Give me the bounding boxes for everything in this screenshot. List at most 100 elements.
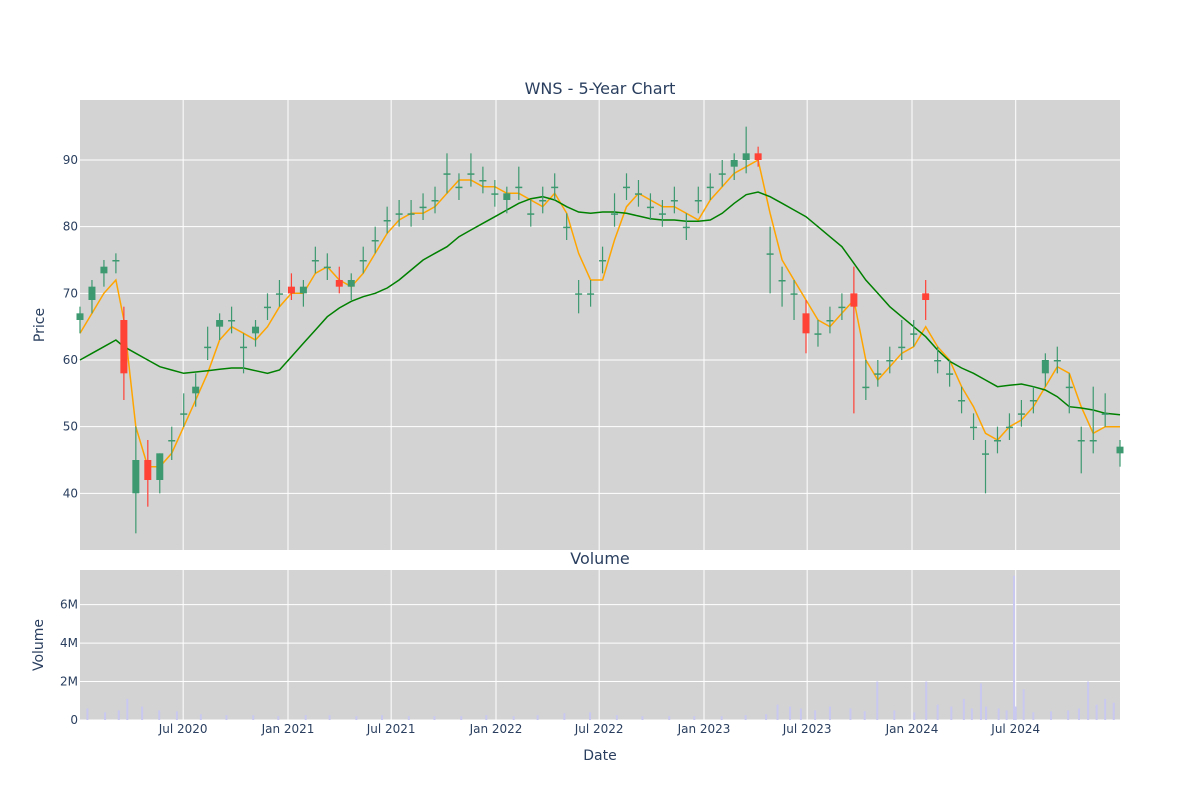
candlestick xyxy=(467,153,475,187)
candlestick xyxy=(898,320,906,360)
price-chart-title: WNS - 5-Year Chart xyxy=(525,79,676,98)
candlestick xyxy=(252,320,260,347)
volume-y-axis-label: Volume xyxy=(31,619,47,671)
candlestick xyxy=(575,280,583,314)
volume-bar xyxy=(979,683,982,720)
x-axis-label: Date xyxy=(583,748,616,764)
candle-body xyxy=(335,280,343,287)
candlestick xyxy=(694,186,702,214)
candle-body xyxy=(1101,413,1109,415)
candle-body xyxy=(120,320,128,374)
candlestick xyxy=(922,280,930,320)
candlestick xyxy=(1077,426,1085,474)
candlestick xyxy=(263,293,271,320)
short-moving-average-line xyxy=(79,158,1120,468)
volume-bar xyxy=(814,710,817,720)
volume-bar xyxy=(1050,711,1053,720)
candle-body xyxy=(1053,360,1061,362)
volume-y-tick-label: 2M xyxy=(60,675,78,689)
candle-body xyxy=(622,186,630,189)
candle-body xyxy=(850,293,858,307)
candle-body xyxy=(204,346,212,349)
candlestick xyxy=(1005,413,1013,440)
candle-body xyxy=(1077,440,1085,442)
candle-body xyxy=(1116,446,1124,454)
candle-body xyxy=(898,346,906,349)
candle-body xyxy=(682,226,690,229)
candle-body xyxy=(646,206,654,209)
candle-body xyxy=(359,260,367,262)
candle-body xyxy=(407,213,415,215)
volume-bar xyxy=(485,715,488,720)
volume-bar xyxy=(925,681,928,720)
long-moving-average-line xyxy=(79,191,1121,416)
candlestick xyxy=(192,373,200,407)
candle-body xyxy=(1029,400,1037,402)
candlestick xyxy=(611,193,619,227)
volume-bar xyxy=(765,714,768,720)
candle-body xyxy=(993,440,1001,442)
candle-body xyxy=(1041,360,1049,374)
candle-body xyxy=(263,306,271,309)
volume-bar xyxy=(849,708,852,720)
volume-bar xyxy=(1014,706,1017,720)
volume-bar xyxy=(1104,698,1107,720)
candle-body xyxy=(611,213,619,215)
volume-bar xyxy=(693,716,696,720)
candle-body xyxy=(515,186,523,189)
volume-bar xyxy=(355,716,358,720)
candlestick xyxy=(993,426,1001,454)
candlestick xyxy=(658,200,666,227)
volume-plot-area xyxy=(80,570,1120,720)
candle-body xyxy=(563,226,571,229)
candlestick xyxy=(563,213,571,240)
candlestick xyxy=(754,146,762,167)
candlestick xyxy=(503,186,511,214)
volume-y-ticks: 0 2M 4M 6M xyxy=(60,598,78,727)
candle-body xyxy=(299,286,307,294)
date-x-ticks: Jul 2020 Jan 2021 Jul 2021 Jan 2022 Jul 2022… xyxy=(158,722,1040,736)
candlestick xyxy=(670,186,678,214)
candle-body xyxy=(527,213,535,215)
candle-body xyxy=(228,320,236,322)
candlestick xyxy=(311,246,319,274)
candle-body xyxy=(754,153,762,160)
candlestick xyxy=(120,306,128,400)
price-grid xyxy=(80,100,1120,550)
candle-body xyxy=(275,293,283,295)
candle-body xyxy=(467,173,475,175)
volume-bar xyxy=(1032,712,1035,720)
candle-body xyxy=(180,413,188,415)
candlestick xyxy=(814,320,822,347)
candlestick xyxy=(886,346,894,374)
volume-bar xyxy=(117,710,120,720)
candlestick xyxy=(862,360,870,400)
candle-body xyxy=(910,333,918,335)
candle-body xyxy=(100,266,108,274)
candlestick xyxy=(838,293,846,320)
candlestick xyxy=(622,173,630,200)
volume-bar xyxy=(641,716,644,720)
candlestick xyxy=(1041,353,1049,387)
candle-body xyxy=(778,280,786,282)
candlestick xyxy=(371,226,379,254)
x-tick-label: Jan 2022 xyxy=(469,722,523,736)
candle-body xyxy=(946,373,954,375)
volume-bar xyxy=(199,714,202,720)
candle-body xyxy=(419,206,427,209)
candle-body xyxy=(802,313,810,334)
volume-bar xyxy=(913,712,916,720)
price-y-tick-label: 40 xyxy=(63,486,78,500)
candle-body xyxy=(922,293,930,300)
candle-body xyxy=(694,200,702,202)
candlestick xyxy=(874,360,882,387)
candlestick xyxy=(946,360,954,387)
volume-bar xyxy=(776,704,779,720)
candlestick xyxy=(958,386,966,414)
candlestick xyxy=(587,280,595,307)
volume-bar xyxy=(1077,708,1080,720)
volume-bar xyxy=(433,716,436,720)
volume-bar xyxy=(104,712,107,720)
candlestick xyxy=(1029,386,1037,414)
volume-bar xyxy=(589,712,592,720)
